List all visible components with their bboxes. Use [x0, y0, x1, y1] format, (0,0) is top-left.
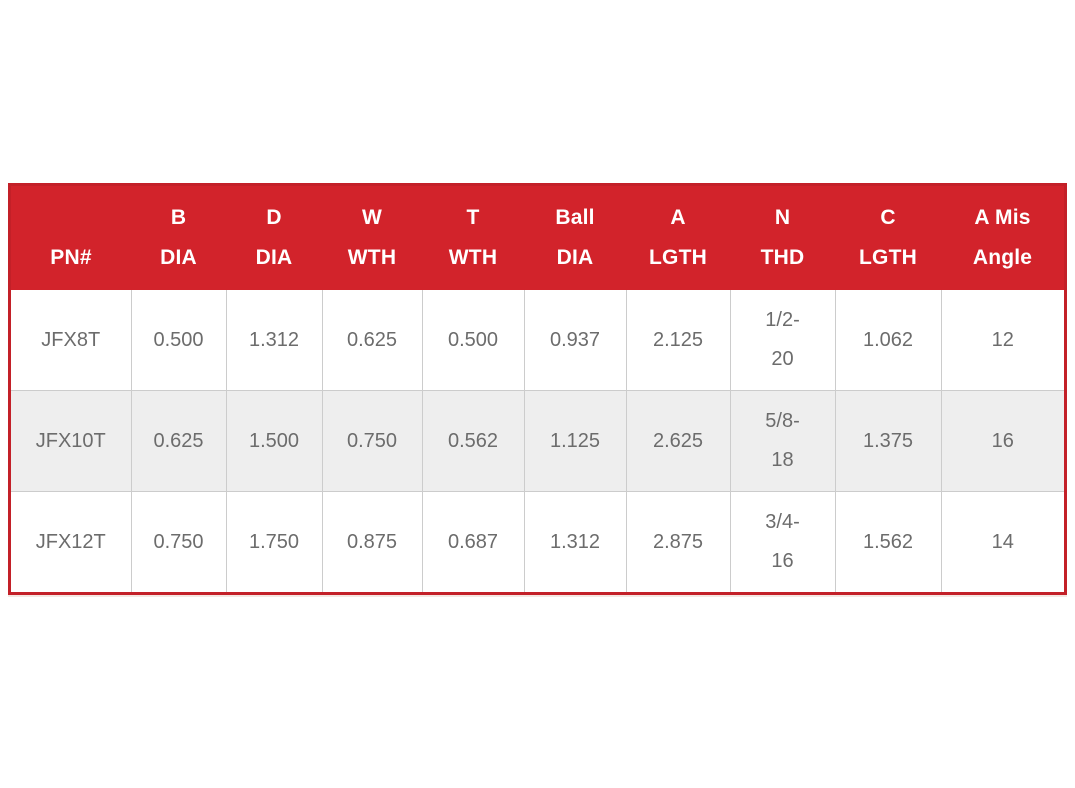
thd-line1: 5/8- — [765, 410, 800, 432]
spec-table: PN# B DIA D DIA W WTH T — [8, 183, 1067, 595]
cell-a-lgth: 2.125 — [625, 290, 730, 391]
cell-d-dia: 1.500 — [225, 390, 322, 492]
header-line1: A Mis — [974, 206, 1031, 229]
header-line2: WTH — [448, 246, 498, 269]
cell-n-thd: 1/2- 20 — [729, 290, 835, 391]
header-line1: W — [361, 206, 383, 229]
header-line2: Angle — [972, 246, 1033, 269]
thd-line1: 1/2- — [765, 309, 800, 331]
cell-d-dia: 1.750 — [225, 491, 322, 592]
header-line1: N — [774, 206, 791, 229]
cell-pn: JFX8T — [11, 290, 131, 391]
cell-a-mis-angle: 12 — [940, 290, 1064, 391]
header-line2: DIA — [556, 246, 594, 269]
col-header-ball-dia: Ball DIA — [524, 186, 626, 290]
cell-t-wth: 0.687 — [421, 491, 524, 592]
cell-c-lgth: 1.375 — [834, 390, 941, 492]
thd-line1: 3/4- — [765, 511, 800, 533]
cell-c-lgth: 1.562 — [834, 491, 941, 592]
thd-line2: 18 — [771, 449, 794, 471]
thd-line2: 20 — [771, 348, 794, 370]
header-line1: T — [466, 206, 480, 229]
col-header-a-mis-angle: A Mis Angle — [941, 186, 1064, 290]
cell-pn: JFX10T — [11, 390, 131, 492]
cell-ball-dia: 0.937 — [523, 290, 626, 391]
table-row-jfx12t: JFX12T 0.750 1.750 0.875 0.687 1.312 2.8… — [11, 491, 1064, 592]
col-header-c-lgth: C LGTH — [835, 186, 941, 290]
header-row: PN# B DIA D DIA W WTH T — [11, 186, 1064, 290]
cell-t-wth: 0.500 — [421, 290, 524, 391]
header-line1: D — [266, 206, 282, 229]
cell-a-lgth: 2.625 — [625, 390, 730, 492]
cell-n-thd: 3/4- 16 — [729, 491, 835, 592]
col-header-n-thd: N THD — [730, 186, 835, 290]
col-header-w-wth: W WTH — [322, 186, 422, 290]
cell-c-lgth: 1.062 — [834, 290, 941, 391]
cell-a-mis-angle: 14 — [940, 491, 1064, 592]
col-header-pn: PN# — [11, 186, 131, 290]
cell-w-wth: 0.875 — [321, 491, 422, 592]
cell-ball-dia: 1.125 — [523, 390, 626, 492]
table-body: JFX8T 0.500 1.312 0.625 0.500 0.937 2.12… — [11, 290, 1064, 592]
col-header-a-lgth: A LGTH — [626, 186, 730, 290]
cell-b-dia: 0.625 — [130, 390, 226, 492]
header-line2: WTH — [347, 246, 397, 269]
header-line2: PN# — [50, 246, 92, 269]
cell-b-dia: 0.500 — [130, 290, 226, 391]
header-line1: A — [670, 206, 686, 229]
col-header-b-dia: B DIA — [131, 186, 226, 290]
header-line2: DIA — [255, 246, 293, 269]
cell-a-lgth: 2.875 — [625, 491, 730, 592]
cell-pn: JFX12T — [11, 491, 131, 592]
cell-w-wth: 0.750 — [321, 390, 422, 492]
cell-w-wth: 0.625 — [321, 290, 422, 391]
col-header-d-dia: D DIA — [226, 186, 322, 290]
header-line2: LGTH — [649, 246, 707, 269]
cell-n-thd: 5/8- 18 — [729, 390, 835, 492]
header-line1 — [11, 198, 131, 238]
cell-d-dia: 1.312 — [225, 290, 322, 391]
col-header-t-wth: T WTH — [422, 186, 524, 290]
header-line2: THD — [760, 246, 805, 269]
cell-a-mis-angle: 16 — [940, 390, 1064, 492]
table-row-jfx8t: JFX8T 0.500 1.312 0.625 0.500 0.937 2.12… — [11, 290, 1064, 391]
header-line2: DIA — [160, 246, 197, 269]
table-header: PN# B DIA D DIA W WTH T — [11, 186, 1064, 290]
cell-ball-dia: 1.312 — [523, 491, 626, 592]
cell-t-wth: 0.562 — [421, 390, 524, 492]
thd-line2: 16 — [771, 550, 794, 572]
header-line1: C — [880, 206, 896, 229]
header-line1: B — [170, 206, 187, 229]
header-line2: LGTH — [859, 246, 917, 269]
table-row-jfx10t: JFX10T 0.625 1.500 0.750 0.562 1.125 2.6… — [11, 390, 1064, 492]
cell-b-dia: 0.750 — [130, 491, 226, 592]
header-line1: Ball — [555, 206, 595, 229]
dimensions-table: PN# B DIA D DIA W WTH T — [11, 186, 1064, 592]
